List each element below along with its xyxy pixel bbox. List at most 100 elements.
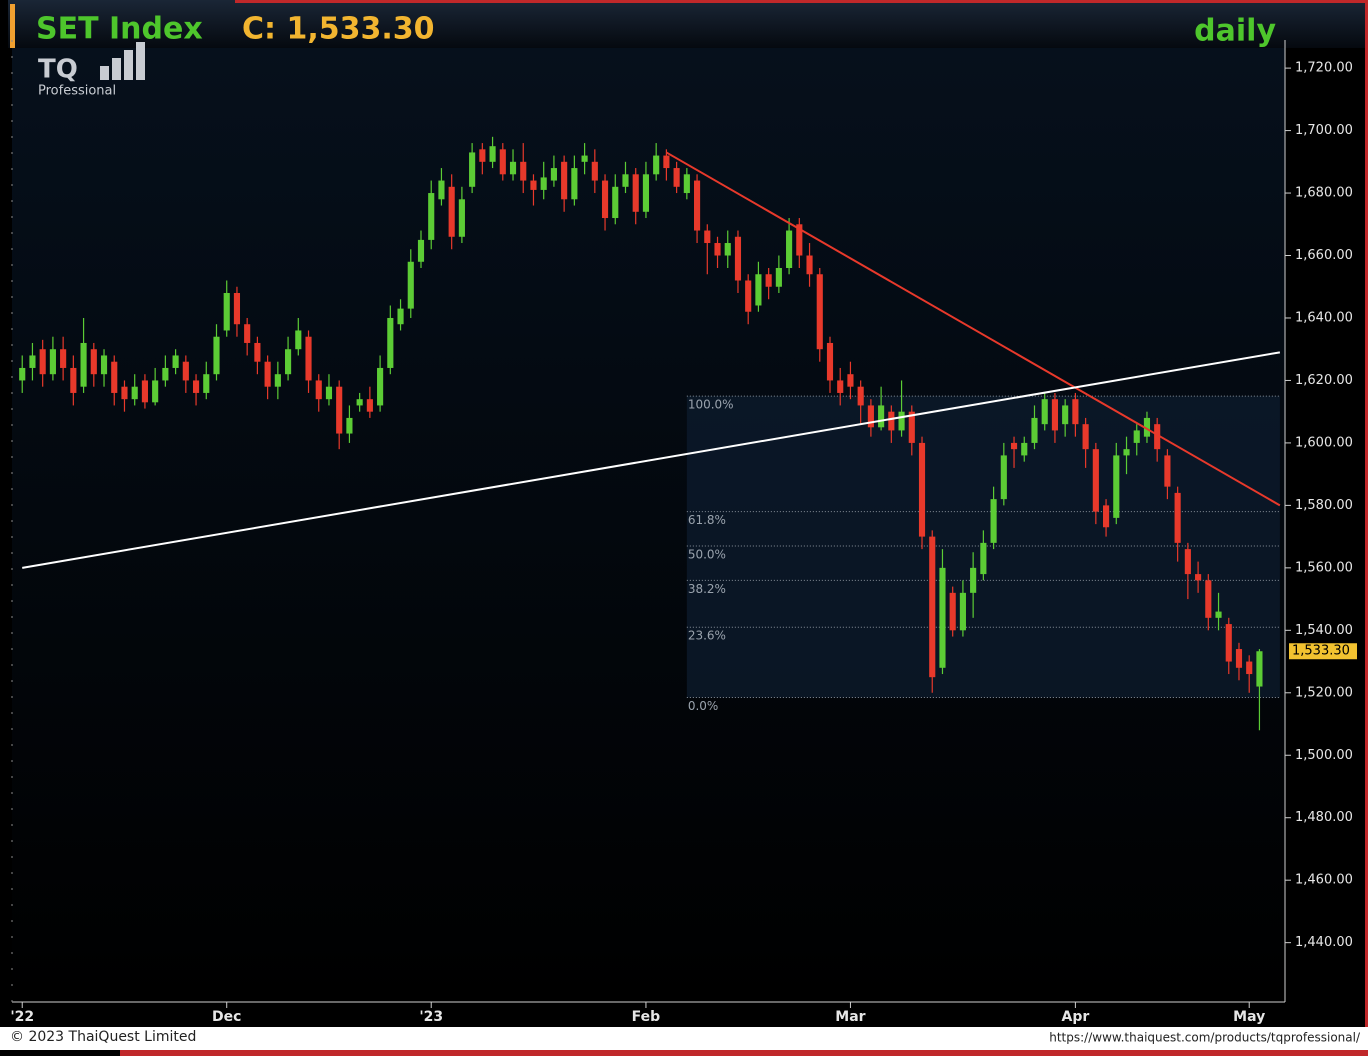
candle-body (857, 386, 864, 406)
candle-body (346, 417, 353, 434)
candle-body (162, 367, 169, 381)
candle-body (254, 342, 261, 362)
candle-body (111, 361, 118, 393)
candle-body (1154, 424, 1161, 450)
last-price-tag (1289, 643, 1357, 660)
last-price-label: 1,533.30 (1292, 644, 1350, 659)
candle-body (1123, 449, 1130, 456)
candle-body (1072, 399, 1079, 425)
candle-body (366, 399, 373, 412)
candle-body (377, 367, 384, 406)
candle-body (1041, 399, 1048, 425)
trendline (665, 151, 1281, 507)
candle-body (847, 374, 854, 387)
fib-label: 61.8% (688, 513, 726, 527)
copyright: © 2023 ThaiQuest Limited (10, 1029, 196, 1045)
candle-body (489, 146, 496, 162)
y-tick-label: 1,520.00 (1295, 685, 1353, 700)
x-tick-label: '23 (419, 1009, 443, 1025)
candle-body (295, 330, 302, 350)
candle-body (407, 261, 414, 309)
candle-body (1184, 549, 1191, 575)
candle-body (438, 180, 445, 200)
candle-body (499, 149, 506, 175)
bottom-border (120, 1050, 1368, 1056)
fib-label: 50.0% (688, 547, 726, 561)
candle-body (19, 367, 26, 381)
candle-body (1031, 417, 1038, 443)
candle-body (49, 349, 56, 375)
logo-caption: Professional (38, 84, 116, 99)
candle-body (233, 292, 241, 325)
candle-body (29, 355, 36, 368)
y-tick-label: 1,720.00 (1295, 61, 1353, 76)
candle-body (1225, 624, 1232, 662)
candle-body (622, 174, 629, 187)
candle-body (970, 567, 977, 593)
candle-body (325, 386, 333, 400)
y-tick-label: 1,660.00 (1295, 248, 1353, 263)
candle-body (182, 361, 189, 381)
candle-body (949, 592, 956, 631)
candle-body (980, 542, 987, 575)
candle-body (417, 239, 425, 262)
candle-body (878, 405, 885, 428)
candle-body (775, 268, 782, 287)
timeframe: daily (1194, 14, 1276, 49)
candle-body (70, 367, 77, 393)
candle-body (264, 361, 271, 387)
candle-body (908, 411, 915, 443)
right-border (1365, 0, 1368, 1030)
candle-body (990, 499, 997, 543)
candle-body (356, 399, 363, 406)
y-tick-label: 1,480.00 (1295, 810, 1353, 825)
y-tick-label: 1,560.00 (1295, 560, 1353, 575)
logo-icon (136, 42, 145, 80)
trendline (22, 351, 1281, 569)
candle-body (530, 180, 537, 190)
candle-body (786, 230, 793, 269)
candle-body (601, 180, 609, 219)
candle-body (1164, 455, 1171, 487)
candle-body (867, 405, 874, 428)
y-tick-label: 1,580.00 (1295, 498, 1353, 513)
x-tick-label: Mar (835, 1009, 865, 1025)
candle-body (642, 174, 650, 212)
x-tick-label: Feb (632, 1009, 661, 1025)
candle-body (673, 168, 680, 187)
header-bar (8, 0, 1368, 48)
logo-icon (100, 66, 109, 80)
fib-label: 38.2% (688, 582, 726, 596)
candle-body (1010, 442, 1018, 450)
candle-body (612, 186, 619, 219)
candle-body (1174, 492, 1181, 543)
candle-body (100, 355, 108, 375)
candle-body (1256, 651, 1263, 687)
header-accent (10, 4, 15, 48)
x-tick-label: Apr (1062, 1009, 1090, 1025)
candle-body (1205, 580, 1212, 618)
candle-body (192, 380, 200, 393)
candle-body (1246, 661, 1253, 675)
fib-label: 100.0% (688, 398, 734, 412)
y-tick-label: 1,620.00 (1295, 373, 1353, 388)
chart-subtitle: C: 1,533.30 (242, 12, 435, 47)
candle-body (448, 186, 455, 237)
candle-body (121, 386, 128, 400)
y-tick-label: 1,500.00 (1295, 748, 1353, 763)
candle-body (1082, 424, 1089, 450)
url: https://www.thaiquest.com/products/tqpro… (1049, 1031, 1361, 1045)
logo: TQ (38, 55, 78, 85)
candle-body (244, 324, 251, 343)
candle-body (152, 380, 159, 403)
candle-body (1113, 455, 1120, 518)
candle-body (816, 274, 823, 350)
fib-label: 0.0% (688, 699, 719, 713)
logo-icon (112, 58, 121, 80)
candle-body (1102, 505, 1110, 528)
candle-body (479, 149, 486, 162)
candle-body (694, 180, 701, 231)
candle-body (469, 152, 476, 187)
